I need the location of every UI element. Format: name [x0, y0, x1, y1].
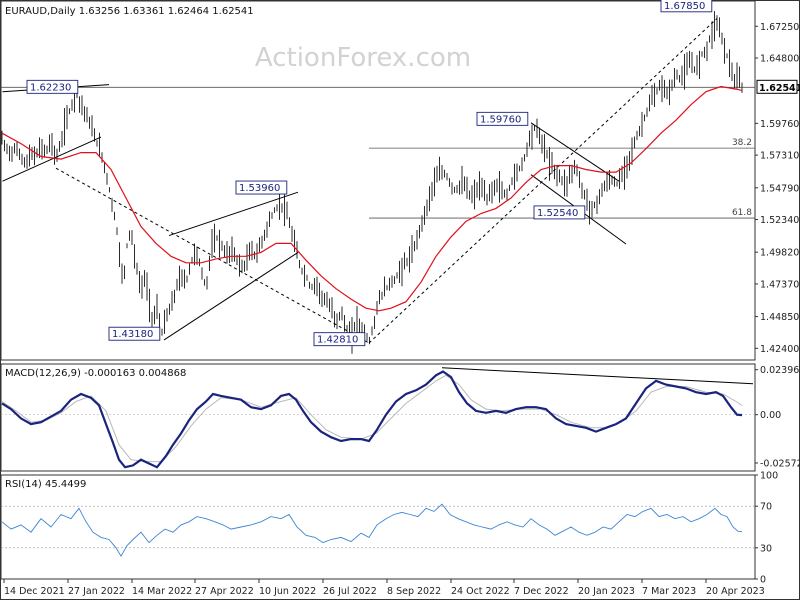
- macd-pane-frame: [0, 363, 756, 472]
- trendline-wedge-top: [168, 191, 299, 237]
- main-pane-frame: [0, 0, 756, 361]
- rsi-y-tick-label: 100: [760, 471, 778, 482]
- trendline-channel-top: [530, 122, 620, 182]
- price-annotation-label: 1.52540: [537, 208, 578, 219]
- rsi-y-tick-label: 0: [760, 575, 766, 586]
- rsi-y-tick-label: 70: [760, 502, 772, 513]
- price-annotation-label: 1.62230: [30, 82, 71, 93]
- trendline-macd-divergence: [441, 367, 754, 385]
- x-tick-label: 14 Dec 2021: [4, 586, 65, 597]
- current-price-label: 1.62541: [759, 83, 800, 94]
- main-y-tick-label: 1.64800: [760, 54, 799, 65]
- main-y-tick-label: 1.57310: [760, 151, 799, 162]
- main-y-tick-label: 1.59760: [760, 119, 799, 130]
- price-annotation-box: [476, 111, 529, 126]
- macd-y-tick-label: 0.023963: [760, 365, 800, 376]
- macd-y-tick-label: 0.00: [760, 410, 781, 421]
- sma-line: [1, 85, 743, 312]
- price-annotation-box: [313, 332, 366, 347]
- main-y-tick-label: 1.47370: [760, 279, 799, 290]
- main-y-tick-label: 1.67250: [760, 22, 799, 33]
- x-tick-label: 27 Apr 2022: [195, 586, 254, 597]
- price-annotation-label: 1.42810: [317, 335, 358, 346]
- rsi-line: [1, 503, 743, 557]
- main-y-tick-label: 1.42400: [760, 344, 799, 355]
- trendline-wedge-bottom: [163, 252, 299, 341]
- x-tick-label: 20 Jan 2023: [578, 586, 635, 597]
- level-label-1: 38.2: [732, 138, 752, 148]
- trendline-rally: [368, 18, 718, 344]
- price-annotation-label: 1.59760: [480, 114, 521, 125]
- level-label-2: 61.8: [732, 208, 752, 218]
- price-annotation-label: 1.53960: [239, 183, 280, 194]
- main-title: EURAUD,Daily 1.63256 1.63361 1.62464 1.6…: [5, 6, 254, 17]
- price-annotation-label: 1.67850: [664, 1, 705, 12]
- x-tick-label: 27 Jan 2022: [68, 586, 125, 597]
- trendline-lower-left: [2, 136, 102, 182]
- x-tick-label: 24 Oct 2022: [451, 586, 510, 597]
- macd-line: [1, 370, 743, 469]
- x-tick-label: 20 Apr 2023: [706, 586, 765, 597]
- rsi-y-tick-label: 30: [760, 543, 772, 554]
- price-annotation-box: [108, 326, 161, 341]
- price-annotation-box: [533, 205, 586, 220]
- price-annotation-label: 1.43180: [112, 329, 153, 340]
- main-y-tick-label: 1.44850: [760, 312, 799, 323]
- current-price-box: [756, 79, 798, 94]
- x-tick-label: 8 Sep 2022: [387, 586, 441, 597]
- price-annotation-box: [26, 79, 79, 94]
- main-y-tick-label: 1.54790: [760, 183, 799, 194]
- watermark: ActionForex.com: [255, 43, 471, 73]
- rsi-title: RSI(14) 45.4499: [5, 479, 86, 490]
- main-y-tick-label: 1.52340: [760, 215, 799, 226]
- rsi-pane-frame: [0, 474, 756, 580]
- price-annotation-box: [235, 180, 288, 195]
- x-tick-label: 7 Dec 2022: [514, 586, 569, 597]
- x-tick-label: 14 Mar 2022: [132, 586, 192, 597]
- main-y-tick-label: 1.49820: [760, 248, 799, 259]
- macd-title: MACD(12,26,9) -0.000163 0.004868: [5, 368, 186, 379]
- x-tick-label: 26 Jul 2022: [323, 586, 377, 597]
- price-annotation-box: [660, 0, 713, 13]
- x-tick-label: 7 Mar 2023: [642, 586, 696, 597]
- macd-y-tick-label: -0.025726: [760, 458, 800, 469]
- x-tick-label: 10 Jun 2022: [259, 586, 316, 597]
